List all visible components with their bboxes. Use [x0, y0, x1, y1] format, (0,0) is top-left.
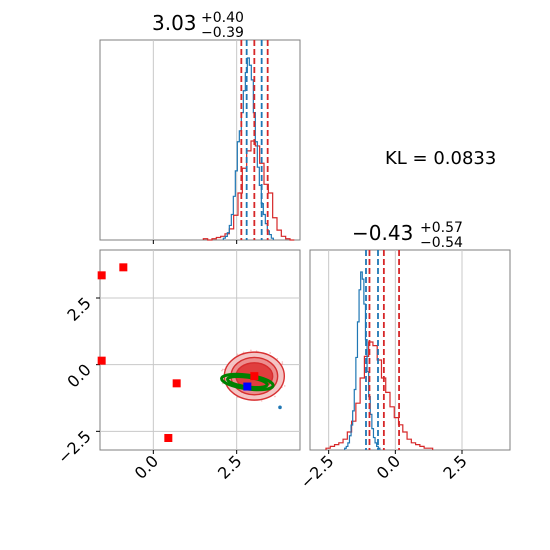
- joint-red-marker: [172, 379, 181, 388]
- param1-lower: −0.54: [420, 235, 463, 251]
- joint-y-tick-label: 0.0: [63, 360, 94, 391]
- joint-red-marker: [97, 271, 106, 280]
- joint-panel: [96, 249, 301, 454]
- param1-upper: +0.57: [420, 220, 463, 236]
- param0-median: 3.03: [152, 11, 197, 35]
- joint-frame: [99, 249, 301, 451]
- joint-sample-point: [260, 400, 263, 402]
- joint-red-marker: [97, 356, 106, 365]
- param0-lower: −0.39: [201, 25, 244, 41]
- joint-blue-point: [278, 405, 282, 410]
- joint-sample-point: [283, 385, 286, 387]
- joint-red-marker: [250, 372, 259, 381]
- joint-sample-point: [221, 369, 223, 372]
- joint-sample-point: [274, 395, 276, 398]
- top-red-histogram: [202, 140, 295, 241]
- joint-blue-marker: [243, 382, 252, 391]
- joint-y-tick-label: 2.5: [63, 293, 94, 324]
- param0-title: 3.03: [152, 11, 197, 35]
- param1-title: −0.43: [352, 221, 413, 245]
- right-x-tick-label: 2.5: [439, 451, 470, 482]
- joint-y-tick-label: −2.5: [54, 427, 95, 468]
- right-blue-histogram: [344, 271, 381, 450]
- right-x-tick-label: 0.0: [373, 451, 404, 482]
- joint-sample-point: [281, 361, 284, 363]
- joint-sample-point: [242, 351, 245, 354]
- param0-upper: +0.40: [201, 10, 244, 26]
- joint-sample-point: [236, 353, 239, 356]
- joint-sample-point: [221, 368, 224, 371]
- joint-sample-point: [250, 349, 252, 352]
- joint-sample-point: [276, 358, 279, 360]
- top-histogram-frame: [99, 39, 301, 241]
- joint-red-marker: [119, 263, 128, 272]
- joint-x-tick-label: 0.0: [131, 451, 162, 482]
- top-blue-histogram: [222, 57, 274, 240]
- joint-sample-point: [221, 382, 224, 385]
- joint-sample-point: [269, 352, 271, 354]
- right-x-tick-label: −2.5: [297, 451, 338, 492]
- right-histogram-frame: [309, 249, 511, 451]
- right-red-histogram: [325, 341, 434, 450]
- joint-red-marker: [164, 434, 173, 442]
- joint-x-tick-label: 2.5: [214, 451, 245, 482]
- param1-median: −0.43: [352, 221, 413, 245]
- right-histogram-panel: [309, 249, 511, 454]
- kl-annotation: KL = 0.0833: [385, 148, 496, 169]
- top-histogram-panel: [99, 39, 301, 244]
